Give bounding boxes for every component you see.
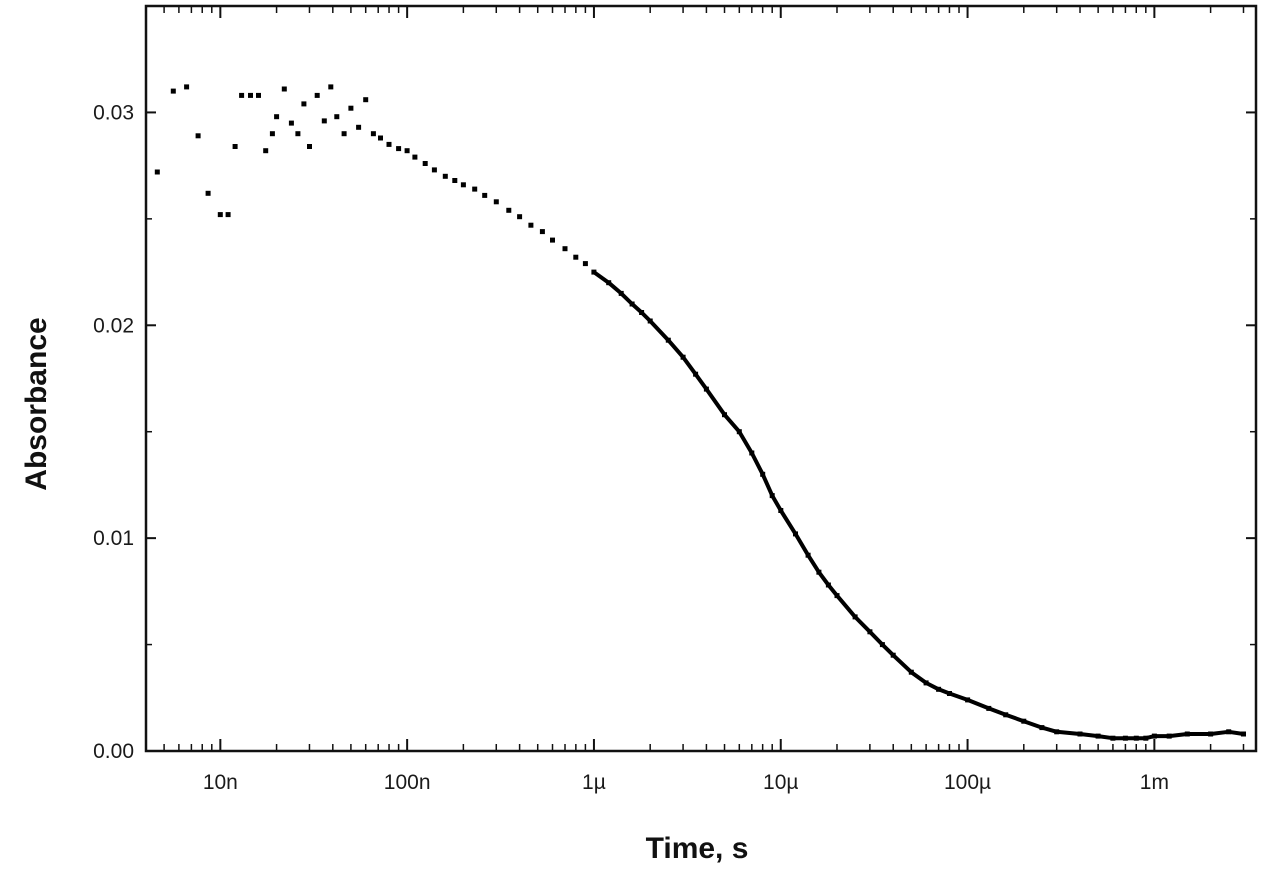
data-point [274, 114, 280, 120]
data-point [256, 92, 261, 98]
y-tick-label: 0.00 [93, 740, 134, 763]
data-point [396, 146, 402, 152]
data-point [386, 141, 392, 147]
x-tick-label: 10n [203, 771, 238, 794]
data-point [321, 118, 327, 124]
data-point [452, 178, 458, 183]
data-point [460, 182, 466, 188]
data-point [205, 190, 211, 196]
data-point [195, 133, 201, 139]
data-point [378, 135, 383, 141]
x-tick-label: 100µ [944, 771, 991, 794]
axis-ticks [145, 6, 1256, 752]
data-point [328, 84, 334, 90]
data-point [422, 161, 428, 166]
data-point [363, 97, 369, 103]
data-point [573, 254, 579, 260]
data-point [295, 131, 301, 137]
y-tick-label: 0.03 [93, 101, 134, 124]
data-point [307, 144, 312, 149]
plot-frame [144, 4, 1258, 753]
data-point [263, 148, 269, 154]
data-point [550, 237, 555, 243]
data-point [239, 92, 245, 98]
data-point [314, 92, 320, 98]
data-trace [592, 270, 1244, 741]
data-point [582, 261, 588, 267]
data-point [404, 148, 410, 154]
data-point [356, 124, 362, 130]
x-tick-label: 1m [1140, 771, 1169, 794]
data-point [154, 169, 160, 175]
data-point [539, 229, 545, 235]
data-point [232, 144, 238, 149]
data-point [493, 199, 499, 205]
y-axis-title: Absorbance [20, 317, 53, 490]
data-point [472, 186, 478, 192]
data-point [225, 212, 231, 218]
x-tick-label: 1µ [582, 771, 606, 794]
data-point [482, 192, 488, 198]
data-point [269, 131, 275, 137]
data-point [412, 154, 418, 160]
x-tick-label: 10µ [763, 771, 798, 794]
data-point [506, 207, 512, 213]
data-point [517, 214, 523, 220]
data-point [562, 246, 568, 252]
y-tick-label: 0.02 [93, 314, 134, 337]
data-point [288, 120, 294, 126]
data-point [431, 167, 437, 173]
data-point [341, 131, 347, 137]
data-point [281, 86, 287, 92]
x-axis-title: Time, s [646, 832, 749, 865]
data-point [217, 212, 223, 218]
data-point [442, 173, 448, 179]
data-point [370, 131, 376, 137]
data-point [528, 222, 534, 228]
y-tick-label: 0.01 [93, 527, 134, 550]
data-point [248, 92, 253, 98]
data-point [184, 84, 190, 90]
data-point [170, 88, 176, 94]
data-point [334, 114, 340, 120]
data-point [348, 105, 354, 111]
axis-tick-labels: 0.00 0.01 0.02 0.03 10n 100n 1µ 10µ 100µ 1m [93, 101, 1169, 794]
data-point [301, 101, 307, 107]
data-points [154, 84, 1246, 741]
x-tick-label: 100n [384, 771, 431, 794]
